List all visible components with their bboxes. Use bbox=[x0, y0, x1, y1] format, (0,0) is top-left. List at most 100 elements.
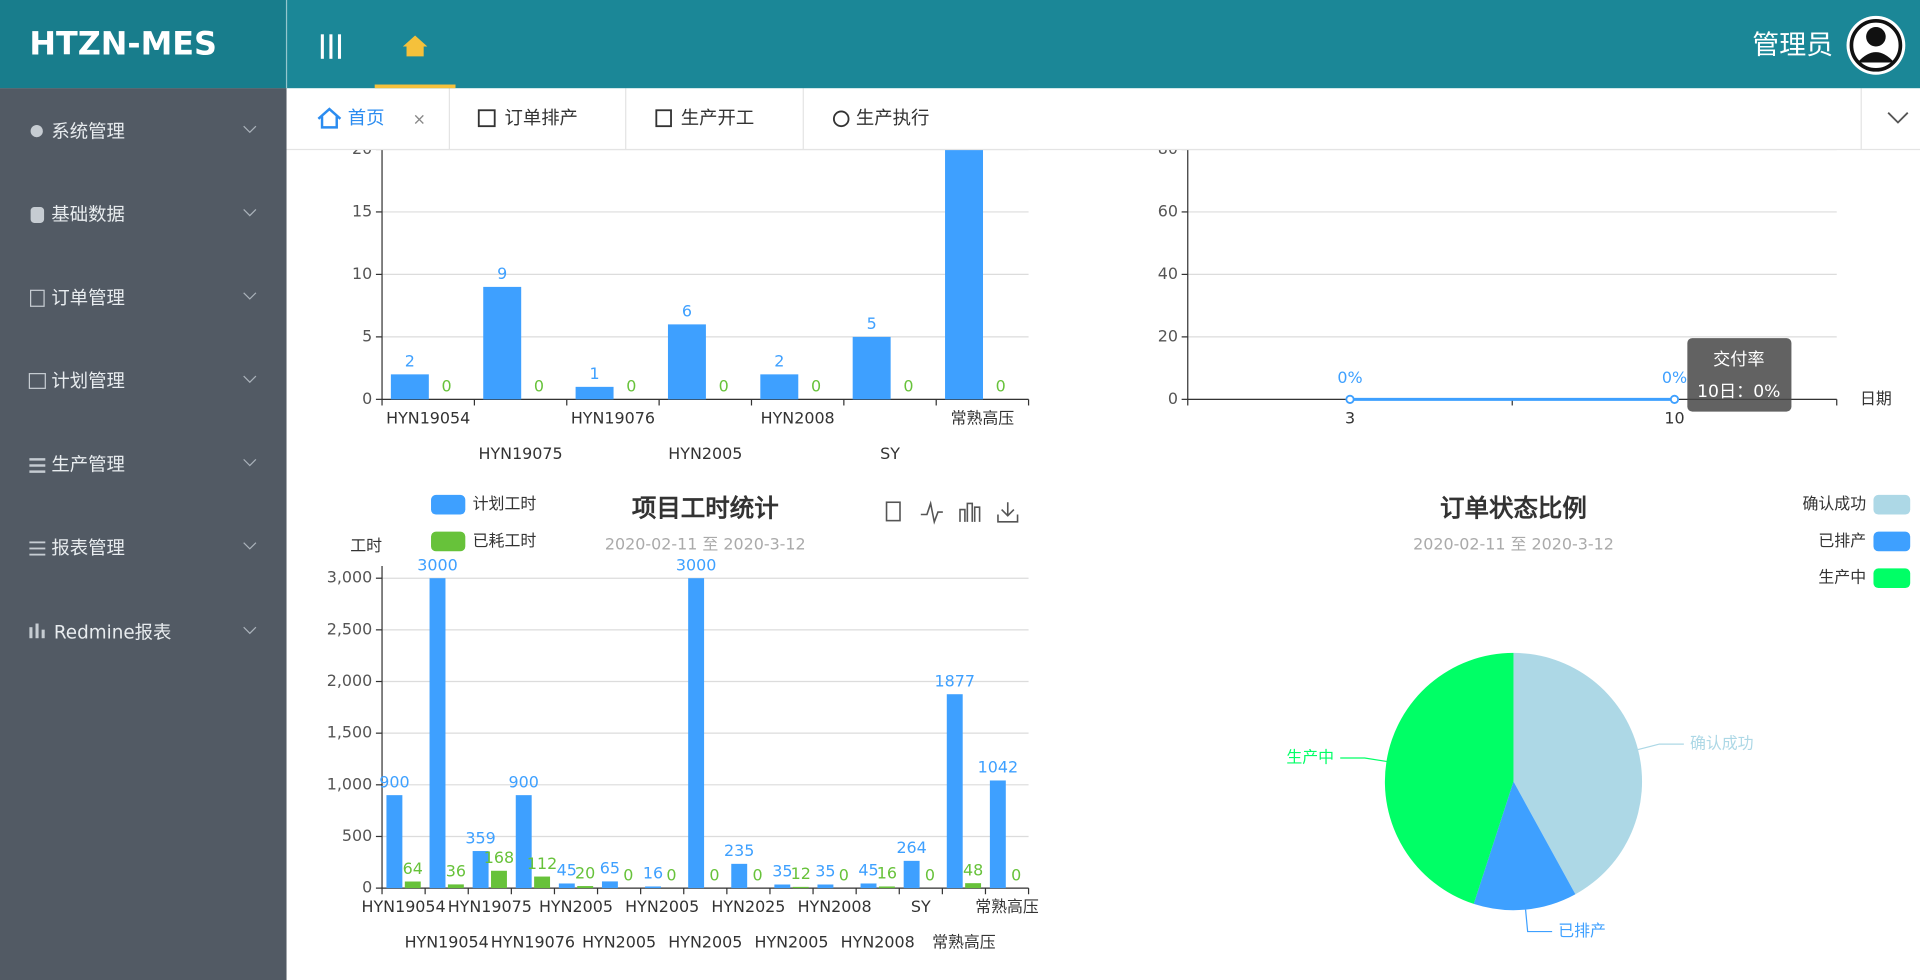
bar bbox=[989, 780, 1006, 889]
bar bbox=[575, 386, 614, 400]
menu-icon bbox=[35, 623, 39, 639]
y-tick-label: 10 bbox=[352, 264, 372, 283]
bar bbox=[817, 884, 834, 889]
menu-item[interactable]: 报表管理 bbox=[29, 538, 257, 559]
data-label: 0 bbox=[996, 377, 1006, 396]
data-label: 0 bbox=[666, 865, 676, 884]
tab[interactable]: 生产开工 bbox=[655, 108, 754, 129]
home-button[interactable] bbox=[374, 35, 456, 89]
home-icon bbox=[317, 107, 342, 129]
data-label: 900 bbox=[379, 772, 409, 791]
data-label: 1877 bbox=[934, 671, 974, 690]
menu-item[interactable]: Redmine报表 bbox=[29, 622, 257, 643]
chart-title: 项目工时统计 bbox=[632, 494, 779, 523]
bar bbox=[320, 34, 324, 59]
slice-label: 已排产 bbox=[1558, 921, 1606, 940]
bar bbox=[558, 883, 575, 889]
header-bg bbox=[0, 0, 1920, 89]
menu-item[interactable]: 生产管理 bbox=[29, 454, 257, 476]
menu-icon bbox=[29, 547, 46, 550]
sidebar-bg bbox=[0, 88, 287, 980]
menu-item[interactable]: 基础数据 bbox=[30, 205, 257, 226]
menu-label: 系统管理 bbox=[51, 121, 124, 142]
bar bbox=[965, 883, 982, 889]
data-view-button[interactable] bbox=[885, 501, 901, 522]
data-label: 264 bbox=[896, 838, 926, 857]
brand: HTZN-MES bbox=[29, 24, 217, 62]
slice-label: 生产中 bbox=[1286, 747, 1334, 766]
data-label: 12 bbox=[791, 864, 811, 883]
line-switch-button[interactable] bbox=[920, 500, 943, 525]
x-tick-label: HYN2005 bbox=[668, 444, 742, 463]
tab-label: 订单排产 bbox=[504, 108, 577, 129]
x-tick-label: HYN19054 bbox=[405, 933, 489, 952]
y-tick-label: 0 bbox=[362, 878, 372, 897]
chart-subtitle: 2020-02-11 至 2020-3-12 bbox=[605, 535, 806, 554]
data-label: 35 bbox=[772, 862, 792, 881]
tab-dropdown[interactable] bbox=[1887, 112, 1909, 124]
menu-item[interactable]: 订单管理 bbox=[30, 288, 257, 309]
bar bbox=[577, 886, 594, 889]
y-tick-label: 60 bbox=[1158, 201, 1178, 220]
content-bg bbox=[286, 88, 1920, 980]
save-image-button[interactable] bbox=[997, 502, 1019, 523]
bar bbox=[667, 324, 706, 400]
calendar-icon bbox=[477, 109, 496, 128]
tab[interactable]: 生产执行 bbox=[832, 108, 929, 129]
data-label: 35 bbox=[815, 862, 835, 881]
bar bbox=[601, 881, 618, 889]
data-label: 0 bbox=[903, 377, 913, 396]
bar bbox=[731, 863, 748, 889]
tab[interactable]: 首页 × bbox=[317, 107, 426, 129]
bar-switch-button[interactable] bbox=[959, 502, 981, 522]
data-label: 0 bbox=[442, 377, 452, 396]
bar bbox=[645, 886, 661, 889]
tab-label: 生产开工 bbox=[681, 108, 754, 129]
tooltip-text: 10日：0% bbox=[1697, 382, 1780, 402]
menu-icon bbox=[30, 207, 45, 223]
tab-bar: 首页 × 订单排产 生产开工 生产执行 bbox=[286, 88, 1920, 151]
menu-item[interactable]: 系统管理 bbox=[30, 121, 257, 142]
menu-icon bbox=[30, 124, 43, 138]
data-label: 1 bbox=[590, 364, 600, 383]
legend-swatch bbox=[1873, 568, 1911, 588]
edit-icon bbox=[655, 109, 672, 128]
y-axis-title: 工时 bbox=[350, 536, 382, 555]
menu-icon bbox=[29, 541, 46, 544]
bar bbox=[429, 578, 446, 889]
data-label: 0 bbox=[839, 865, 849, 884]
legend-swatch bbox=[1873, 531, 1911, 552]
menu-item[interactable]: 计划管理 bbox=[28, 371, 257, 392]
avatar[interactable] bbox=[1846, 15, 1906, 75]
x-tick-label: 3 bbox=[1345, 408, 1355, 427]
tab-close[interactable]: × bbox=[413, 110, 426, 129]
x-axis-title: 日期 bbox=[1860, 389, 1892, 408]
user-name[interactable]: 管理员 bbox=[1752, 30, 1833, 61]
data-label: 16 bbox=[643, 864, 663, 883]
bar bbox=[472, 851, 489, 889]
legend-swatch bbox=[431, 494, 466, 515]
x-tick-label: HYN2005 bbox=[539, 897, 613, 916]
y-tick-label: 1,500 bbox=[327, 723, 373, 742]
data-label: 0 bbox=[811, 377, 821, 396]
leader-line bbox=[1637, 743, 1684, 751]
menu-icon bbox=[29, 627, 33, 639]
x-tick-label: HYN2005 bbox=[625, 897, 699, 916]
bar bbox=[688, 578, 705, 889]
x-tick-label: HYN2005 bbox=[668, 933, 742, 952]
tab[interactable]: 订单排产 bbox=[477, 108, 578, 129]
chevron bbox=[243, 458, 257, 467]
y-tick-label: 2,000 bbox=[327, 671, 373, 690]
legend-label: 已排产 bbox=[1818, 531, 1866, 550]
y-tick-label: 15 bbox=[352, 201, 372, 220]
legend-label: 确认成功 bbox=[1802, 494, 1866, 513]
legend-swatch bbox=[1873, 494, 1911, 515]
menu-toggle[interactable] bbox=[320, 34, 342, 59]
menu-icon bbox=[41, 629, 45, 639]
data-label: 2 bbox=[774, 352, 784, 371]
menu-label: 订单管理 bbox=[51, 288, 124, 309]
menu-icon bbox=[28, 373, 46, 389]
data-label: 112 bbox=[527, 854, 557, 873]
x-tick-label: HYN19075 bbox=[448, 897, 532, 916]
data-label: 45 bbox=[557, 861, 577, 880]
